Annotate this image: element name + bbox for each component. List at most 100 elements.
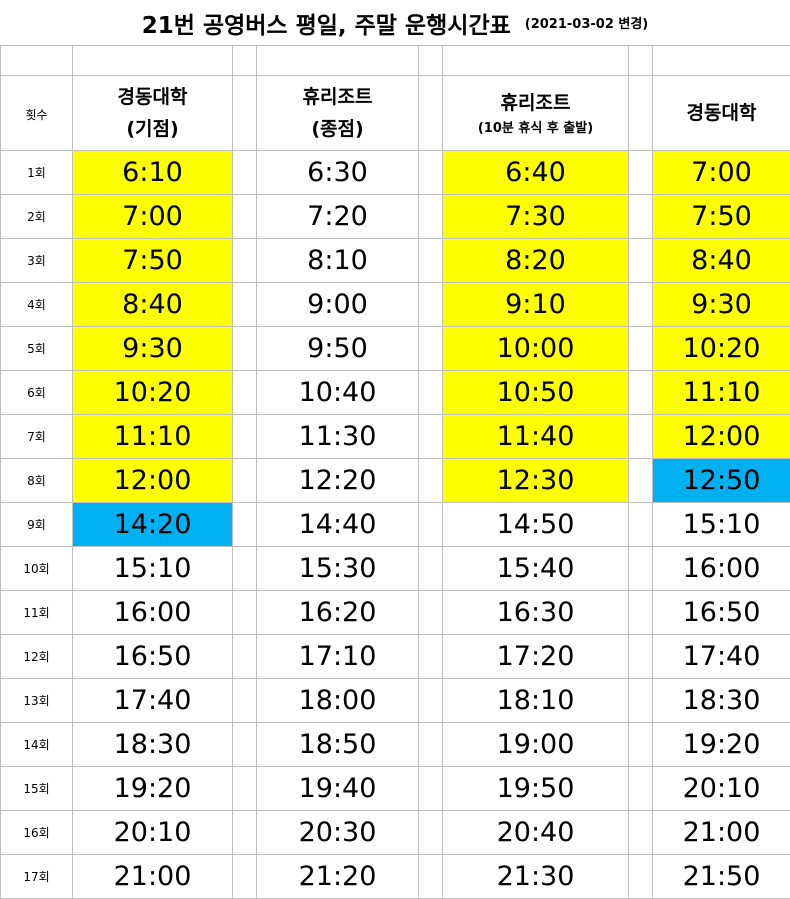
gap-cell bbox=[419, 46, 443, 76]
column-header-2-sub: (종점) bbox=[257, 113, 418, 145]
trip-number: 17회 bbox=[1, 855, 73, 899]
departure-time-cell: 11:40 bbox=[443, 415, 629, 459]
departure-time-cell: 6:40 bbox=[443, 151, 629, 195]
departure-time-cell: 16:20 bbox=[257, 591, 419, 635]
departure-time-cell: 7:00 bbox=[73, 195, 233, 239]
gap-cell bbox=[233, 855, 257, 899]
trip-number: 15회 bbox=[1, 767, 73, 811]
departure-time-cell: 19:40 bbox=[257, 767, 419, 811]
title-main: 21번 공영버스 평일, 주말 운행시간표 bbox=[142, 6, 511, 40]
departure-time-cell: 9:10 bbox=[443, 283, 629, 327]
trip-number: 16회 bbox=[1, 811, 73, 855]
gap-cell bbox=[233, 46, 257, 76]
departure-time-cell: 18:00 bbox=[257, 679, 419, 723]
gap-cell bbox=[629, 547, 653, 591]
gap-cell bbox=[233, 239, 257, 283]
column-header-1: 경동대학 (기점) bbox=[73, 76, 233, 151]
gap-cell bbox=[419, 76, 443, 151]
gap-cell bbox=[233, 591, 257, 635]
departure-time-cell: 11:10 bbox=[73, 415, 233, 459]
gap-cell bbox=[629, 635, 653, 679]
gap-cell bbox=[629, 679, 653, 723]
departure-time-cell: 19:20 bbox=[73, 767, 233, 811]
column-header-3-title: 휴리조트 bbox=[443, 87, 628, 119]
blank-cell bbox=[1, 46, 73, 76]
title-changed-date: (2021-03-02 변경) bbox=[525, 13, 648, 32]
gap-cell bbox=[629, 151, 653, 195]
departure-time-cell: 9:30 bbox=[73, 327, 233, 371]
departure-time-cell: 15:40 bbox=[443, 547, 629, 591]
departure-time-cell: 17:40 bbox=[653, 635, 790, 679]
gap-cell bbox=[419, 635, 443, 679]
departure-time-cell: 10:20 bbox=[653, 327, 790, 371]
column-header-3: 휴리조트 (10분 휴식 후 출발) bbox=[443, 76, 629, 151]
column-header-4: 경동대학 bbox=[653, 76, 790, 151]
gap-cell bbox=[419, 327, 443, 371]
gap-cell bbox=[629, 46, 653, 76]
departure-time-cell: 19:00 bbox=[443, 723, 629, 767]
departure-time-cell: 7:50 bbox=[653, 195, 790, 239]
gap-cell bbox=[233, 767, 257, 811]
gap-cell bbox=[233, 76, 257, 151]
departure-time-cell: 6:10 bbox=[73, 151, 233, 195]
index-header-label: 횟수 bbox=[25, 108, 47, 122]
column-header-4-title: 경동대학 bbox=[653, 97, 790, 129]
gap-cell bbox=[233, 547, 257, 591]
gap-cell bbox=[419, 415, 443, 459]
index-header: 횟수 bbox=[1, 76, 73, 151]
gap-cell bbox=[233, 811, 257, 855]
trip-number: 13회 bbox=[1, 679, 73, 723]
departure-time-cell: 16:00 bbox=[653, 547, 790, 591]
trip-number: 9회 bbox=[1, 503, 73, 547]
departure-time-cell: 18:50 bbox=[257, 723, 419, 767]
trip-number: 7회 bbox=[1, 415, 73, 459]
departure-time-cell: 9:00 bbox=[257, 283, 419, 327]
header-row: 횟수 경동대학 (기점) 휴리조트 (종점) 휴리조트 (10분 휴식 후 출발… bbox=[1, 76, 790, 151]
departure-time-cell: 18:30 bbox=[653, 679, 790, 723]
gap-cell bbox=[629, 327, 653, 371]
gap-cell bbox=[629, 239, 653, 283]
departure-time-cell: 17:40 bbox=[73, 679, 233, 723]
gap-cell bbox=[629, 723, 653, 767]
gap-cell bbox=[419, 767, 443, 811]
trip-number: 6회 bbox=[1, 371, 73, 415]
departure-time-cell: 12:20 bbox=[257, 459, 419, 503]
page-title: 21번 공영버스 평일, 주말 운행시간표 (2021-03-02 변경) bbox=[0, 0, 790, 45]
gap-cell bbox=[233, 679, 257, 723]
trip-number: 10회 bbox=[1, 547, 73, 591]
departure-time-cell: 8:40 bbox=[73, 283, 233, 327]
departure-time-cell: 10:40 bbox=[257, 371, 419, 415]
blank-cell bbox=[73, 46, 233, 76]
departure-time-cell: 14:40 bbox=[257, 503, 419, 547]
column-header-1-title: 경동대학 bbox=[73, 81, 232, 113]
departure-time-cell: 11:30 bbox=[257, 415, 419, 459]
gap-cell bbox=[419, 195, 443, 239]
departure-time-cell: 14:20 bbox=[73, 503, 233, 547]
gap-cell bbox=[233, 371, 257, 415]
departure-time-cell: 10:20 bbox=[73, 371, 233, 415]
gap-cell bbox=[629, 459, 653, 503]
departure-time-cell: 8:40 bbox=[653, 239, 790, 283]
column-header-2-title: 휴리조트 bbox=[257, 81, 418, 113]
departure-time-cell: 18:10 bbox=[443, 679, 629, 723]
gap-cell bbox=[233, 635, 257, 679]
column-header-2: 휴리조트 (종점) bbox=[257, 76, 419, 151]
trip-number: 4회 bbox=[1, 283, 73, 327]
departure-time-cell: 10:00 bbox=[443, 327, 629, 371]
gap-cell bbox=[629, 415, 653, 459]
gap-cell bbox=[419, 283, 443, 327]
gap-cell bbox=[629, 503, 653, 547]
gap-cell bbox=[419, 239, 443, 283]
trip-number: 14회 bbox=[1, 723, 73, 767]
gap-cell bbox=[629, 283, 653, 327]
departure-time-cell: 7:50 bbox=[73, 239, 233, 283]
departure-time-cell: 20:10 bbox=[653, 767, 790, 811]
gap-cell bbox=[233, 195, 257, 239]
gap-cell bbox=[629, 855, 653, 899]
gap-cell bbox=[233, 415, 257, 459]
